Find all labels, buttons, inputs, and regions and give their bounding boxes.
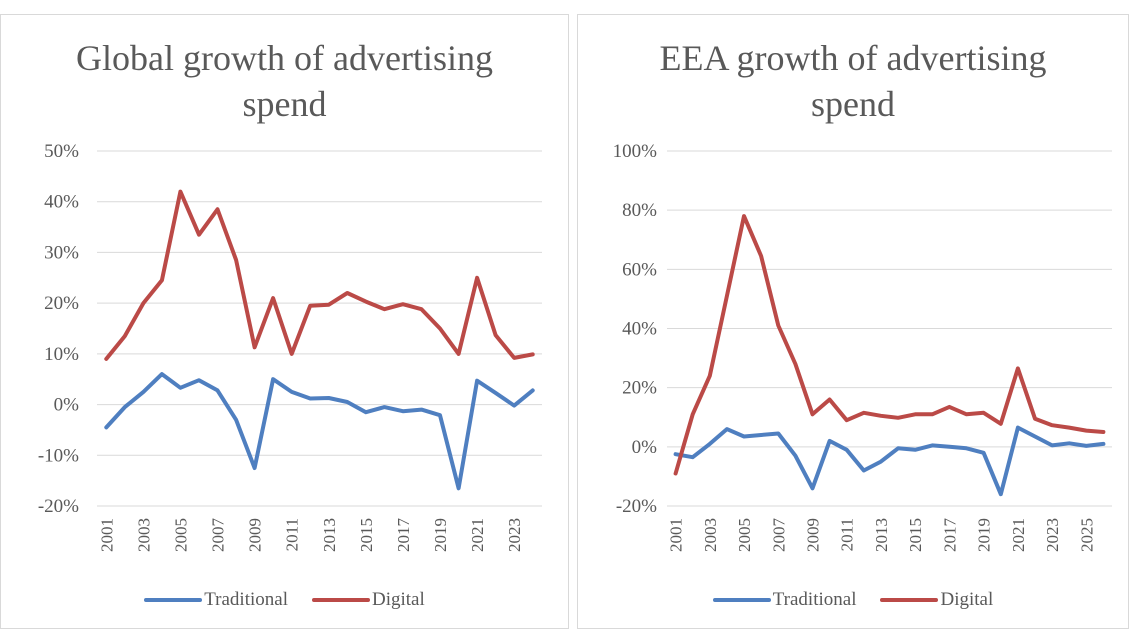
y-tick-label: 0%: [632, 437, 658, 458]
legend-label-traditional: Traditional: [204, 589, 288, 610]
x-tick-label: 2009: [246, 518, 265, 552]
y-tick-label: -20%: [38, 496, 79, 517]
x-tick-label: 2011: [283, 518, 302, 551]
x-tick-label: 2005: [735, 518, 754, 552]
eea-chart-panel: EEA growth of advertising spend -20% 0% 20…: [577, 14, 1129, 629]
y-tick-label: 100%: [613, 141, 658, 162]
x-tick-label: 2021: [468, 518, 487, 552]
chart-legend: Traditional Digital: [578, 589, 1128, 611]
legend-label-traditional: Traditional: [772, 589, 857, 610]
legend-swatch-traditional: [712, 598, 771, 602]
x-tick-label: 2025: [1077, 518, 1096, 552]
eea-chart-plot: -20% 0% 20% 40% 60% 80% 100% 2001 2003 2005 2007 20…: [613, 141, 1112, 553]
x-tick-label: 2017: [940, 518, 959, 553]
x-tick-label: 2023: [1043, 518, 1062, 552]
series-line-traditional: [673, 425, 1106, 497]
legend-item-digital: Digital: [311, 589, 425, 611]
y-tick-label: 20%: [622, 378, 657, 399]
x-tick-label: 2023: [505, 518, 524, 552]
chart-title: Global growth of advertising spend: [76, 38, 493, 124]
y-tick-label: 30%: [44, 242, 79, 263]
legend-item-traditional: Traditional: [144, 589, 288, 611]
x-tick-label: 2019: [431, 518, 450, 552]
series-line-digital: [104, 189, 535, 361]
y-tick-label: -10%: [38, 445, 79, 466]
y-tick-label: 80%: [622, 200, 657, 221]
series-line-digital: [673, 214, 1106, 476]
x-tick-label: 2009: [803, 518, 822, 552]
x-tick-label: 2001: [667, 518, 686, 552]
chart-legend: Traditional Digital: [1, 589, 568, 611]
series-line-traditional: [104, 372, 535, 491]
x-tick-label: 2003: [701, 518, 720, 552]
legend-swatch-traditional: [144, 598, 203, 602]
global-chart-plot: -20% -10% 0% 10% 20% 30% 40% 50% 2001 2003 2005 200…: [38, 141, 542, 553]
y-tick-label: 0%: [54, 395, 80, 416]
x-tick-label: 2021: [1009, 518, 1028, 552]
y-tick-label: 50%: [44, 141, 79, 162]
x-tick-label: 2017: [394, 518, 413, 553]
legend-label-digital: Digital: [371, 589, 425, 610]
x-tick-label: 2007: [769, 518, 788, 553]
chart-title: EEA growth of advertising spend: [659, 38, 1047, 124]
legend-label-digital: Digital: [940, 589, 994, 610]
y-tick-label: 60%: [622, 259, 657, 280]
legend-item-traditional: Traditional: [712, 589, 857, 611]
legend-swatch-digital: [311, 598, 370, 602]
legend-item-digital: Digital: [880, 589, 993, 611]
legend-swatch-digital: [880, 598, 939, 602]
y-tick-label: 10%: [44, 344, 79, 365]
x-tick-label: 2013: [872, 518, 891, 552]
x-tick-label: 2005: [171, 518, 190, 552]
x-tick-label: 2015: [357, 518, 376, 552]
x-tick-label: 2013: [320, 518, 339, 552]
x-tick-label: 2001: [97, 518, 116, 552]
y-tick-label: 20%: [44, 293, 79, 314]
x-tick-label: 2015: [906, 518, 925, 552]
global-chart-panel: Global growth of advertising spend -20% -…: [0, 14, 569, 629]
y-tick-label: -20%: [616, 496, 657, 517]
x-tick-label: 2019: [975, 518, 994, 552]
y-tick-label: 40%: [622, 319, 657, 340]
x-tick-label: 2003: [134, 518, 153, 552]
x-tick-label: 2011: [838, 518, 857, 551]
x-tick-label: 2007: [209, 518, 228, 553]
y-tick-label: 40%: [44, 192, 79, 213]
